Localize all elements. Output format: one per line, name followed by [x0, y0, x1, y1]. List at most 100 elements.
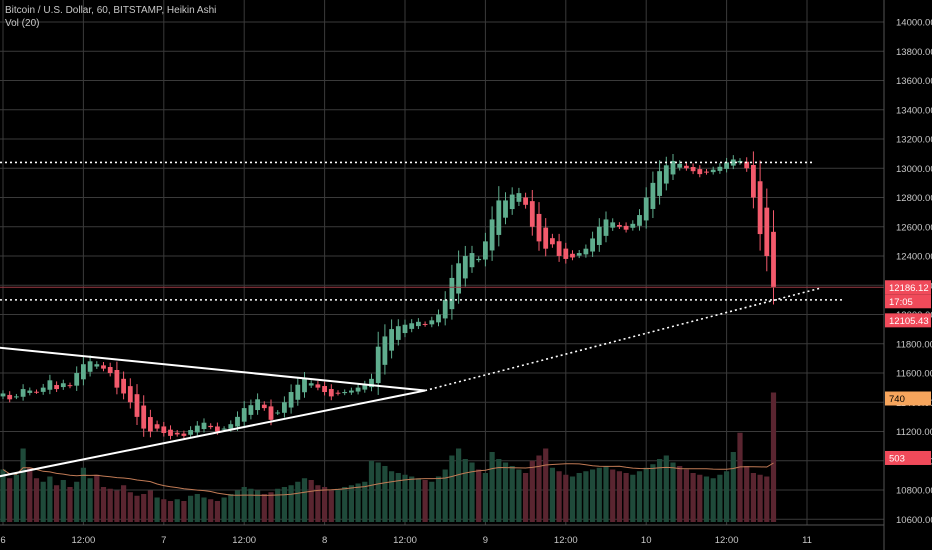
volume-bar — [616, 471, 622, 522]
candle-body — [603, 219, 609, 236]
volume-bar — [221, 497, 227, 522]
y-tick-label: 12400.00 — [896, 252, 932, 263]
volume-bar — [134, 495, 140, 522]
volume-bar — [456, 448, 462, 522]
volume-bar — [375, 462, 381, 522]
chart-legend: Bitcoin / U.S. Dollar, 60, BITSTAMP, Hei… — [5, 4, 216, 30]
volume-bar — [764, 476, 770, 522]
candle-body — [302, 378, 307, 393]
volume-bar — [87, 478, 93, 522]
candle-body — [590, 238, 595, 252]
volume-bar — [100, 487, 107, 522]
level-tag: 12105.43 — [889, 316, 929, 327]
candle-body — [704, 171, 709, 173]
volume-ma-tag-bg — [885, 450, 931, 465]
candle-body — [154, 424, 160, 429]
time-axis[interactable]: 6 12:00 7 12:00 8 12:00 9 12:00 10 12:00 11 — [0, 524, 884, 546]
price-tags: 12186.12 17:05 12105.43 740 503 — [885, 280, 931, 465]
candle-body — [174, 432, 180, 435]
volume-bar — [208, 499, 214, 522]
volume-bar — [281, 487, 287, 522]
grid-lines — [0, 0, 884, 525]
volume-bar — [315, 485, 321, 522]
x-tick-label: 7 — [161, 535, 166, 546]
candle-body — [268, 406, 274, 420]
volume-bar — [556, 471, 562, 522]
volume-bar — [703, 476, 710, 522]
price-axis[interactable]: 14000.00 13800.00 13600.00 13400.00 13200.00… — [883, 0, 932, 550]
volume-bar — [697, 474, 703, 522]
volume-bar — [683, 469, 689, 522]
candle-body — [596, 226, 602, 245]
candle-body — [134, 394, 140, 417]
y-tick-label: 11800.00 — [896, 339, 932, 350]
candle-body — [335, 392, 341, 394]
volume-bar — [643, 467, 649, 522]
volume-legend[interactable]: Vol (20) — [5, 18, 40, 29]
x-tick-label: 12:00 — [393, 535, 417, 546]
volume-bar — [74, 481, 80, 522]
candle-body — [449, 277, 455, 310]
candle-body — [630, 223, 636, 228]
volume-bar — [516, 469, 522, 522]
candle-body — [757, 181, 763, 235]
candle-body — [576, 253, 582, 256]
volume-bar — [60, 480, 66, 522]
candle-body — [730, 159, 736, 166]
candle-body — [54, 385, 59, 390]
volume-tag-bg — [885, 391, 931, 406]
volume-bar — [389, 471, 395, 522]
volume-bar — [201, 497, 207, 522]
volume-bar — [462, 459, 468, 522]
volume-bar — [7, 478, 13, 522]
volume-bar — [127, 492, 133, 522]
candle-body — [442, 299, 448, 319]
volume-bar — [362, 481, 368, 522]
candle-body — [483, 241, 488, 260]
drawing-layer — [0, 161, 884, 478]
volume-bar — [248, 488, 254, 522]
volume-bar — [549, 467, 555, 522]
candle-body — [101, 365, 106, 369]
candle-body — [362, 384, 368, 390]
y-tick-label: 13800.00 — [896, 47, 932, 58]
volume-bar — [469, 462, 475, 522]
candle-body — [536, 213, 542, 242]
candle-body — [295, 384, 301, 400]
volume-bar — [502, 462, 509, 522]
candle-body — [503, 200, 508, 218]
volume-bar — [214, 501, 220, 522]
candle-body — [81, 364, 86, 380]
candle-body — [663, 165, 669, 184]
candle-body — [355, 387, 361, 392]
volume-bar — [596, 467, 602, 522]
volume-bar — [368, 460, 375, 522]
volume-pane — [0, 392, 777, 522]
candle-body — [462, 256, 468, 279]
candle-body — [47, 380, 53, 390]
volume-bar — [402, 474, 408, 522]
candle-body — [40, 387, 46, 392]
candle-body — [328, 389, 334, 397]
volume-bar — [167, 501, 174, 522]
candle-body — [67, 385, 73, 387]
candle-body — [288, 392, 294, 408]
symbol-legend[interactable]: Bitcoin / U.S. Dollar, 60, BITSTAMP, Hei… — [5, 5, 217, 16]
candle-body — [375, 346, 381, 383]
volume-bar — [355, 483, 361, 522]
candle-body — [188, 430, 193, 435]
candle-body — [208, 425, 214, 428]
candle-body — [529, 201, 535, 227]
candle-body — [416, 321, 421, 327]
candle-body — [583, 248, 589, 255]
candle-body — [677, 163, 683, 168]
volume-bar — [107, 488, 113, 522]
candle-body — [141, 405, 147, 429]
volume-bar — [94, 474, 100, 522]
candle-body — [181, 433, 187, 436]
volume-bar — [295, 481, 301, 522]
volume-bar — [737, 432, 743, 522]
candle-body — [657, 171, 662, 196]
y-tick-label: 10800.00 — [896, 486, 932, 497]
